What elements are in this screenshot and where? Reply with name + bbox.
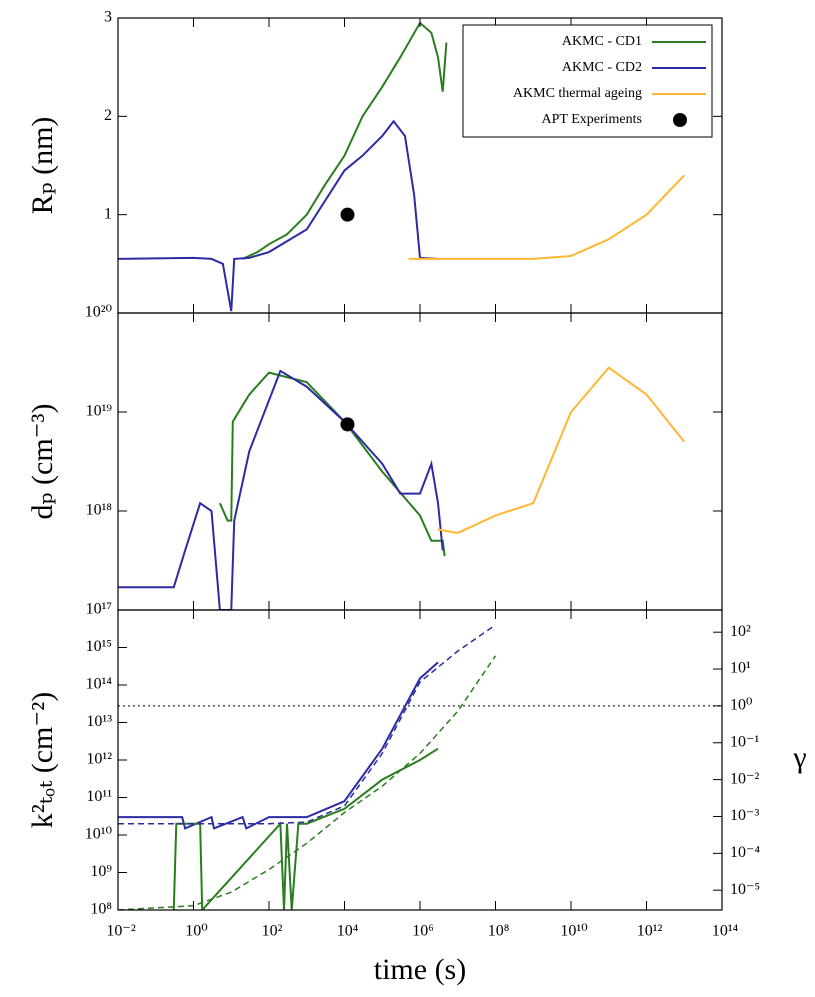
y-tick-label: 10¹⁰ (85, 826, 112, 843)
plot-area (118, 624, 722, 910)
y-axis-label: Rₚ (nm) (26, 117, 59, 215)
y-tick-label: 10²⁰ (85, 304, 112, 321)
data-line (218, 371, 446, 557)
y2-axis-label: γ (792, 741, 806, 774)
y-tick-label: 10¹⁴ (86, 676, 113, 693)
y-tick-label: 10¹³ (86, 713, 112, 730)
data-line (118, 119, 439, 312)
y-tick-label: 10¹⁹ (86, 403, 113, 420)
y-axis-label: dₚ (cm⁻³) (26, 404, 59, 520)
x-tick-label: 10² (262, 923, 283, 940)
y2-tick-label: 10⁰ (730, 697, 752, 714)
data-point (340, 207, 355, 222)
y-tick-label: 10¹² (86, 751, 112, 768)
y2-tick-label: 10⁻¹ (730, 733, 759, 750)
y-tick-label: 10¹⁷ (86, 601, 112, 618)
legend-marker (673, 113, 687, 127)
data-line (437, 366, 686, 534)
x-tick-label: 10⁰ (185, 923, 207, 940)
y-tick-label: 3 (104, 9, 112, 26)
x-tick-label: 10¹⁰ (560, 923, 587, 940)
y-tick-label: 10¹¹ (86, 788, 112, 805)
y-tick-label: 2 (104, 107, 112, 124)
fit-line (118, 655, 497, 910)
y-tick-label: 10¹⁵ (86, 638, 112, 655)
legend-box (462, 24, 713, 138)
y-tick-label: 10⁹ (90, 863, 112, 880)
y-tick-label: 10⁸ (90, 901, 112, 918)
x-tick-label: 10¹² (637, 923, 663, 940)
fit-line (118, 624, 496, 825)
data-point (340, 417, 355, 432)
y2-tick-label: 10⁻² (730, 770, 759, 787)
y-tick-label: 10¹⁸ (86, 502, 112, 519)
x-tick-label: 10⁴ (337, 923, 359, 940)
y2-tick-label: 10⁻⁴ (730, 844, 760, 861)
plot-area (118, 21, 685, 312)
legend-label: APT Experiments (542, 112, 642, 127)
plot-frame (117, 312, 723, 611)
y2-tick-label: 10⁻⁵ (730, 881, 760, 898)
y2-tick-label: 10¹ (730, 660, 751, 677)
y-axis-label: k²ₜₒₜ (cm⁻²) (26, 692, 59, 828)
x-tick-label: 10⁻² (106, 923, 135, 940)
data-line (118, 369, 444, 610)
data-line (242, 21, 448, 260)
data-line (408, 174, 685, 260)
legend-label: AKMC - CD2 (562, 60, 642, 75)
x-axis-label: time (s) (374, 953, 466, 986)
data-line (118, 661, 439, 830)
y2-tick-label: 10² (730, 623, 751, 640)
x-tick-label: 10¹⁴ (712, 923, 739, 940)
x-tick-label: 10⁸ (488, 923, 510, 940)
legend-label: AKMC - CD1 (562, 34, 642, 49)
legend-label: AKMC thermal ageing (513, 86, 642, 101)
y2-tick-label: 10⁻³ (730, 807, 759, 824)
plot-area (118, 366, 686, 610)
y-tick-label: 1 (104, 205, 112, 222)
data-line (172, 747, 439, 910)
x-tick-label: 10⁶ (412, 923, 434, 940)
